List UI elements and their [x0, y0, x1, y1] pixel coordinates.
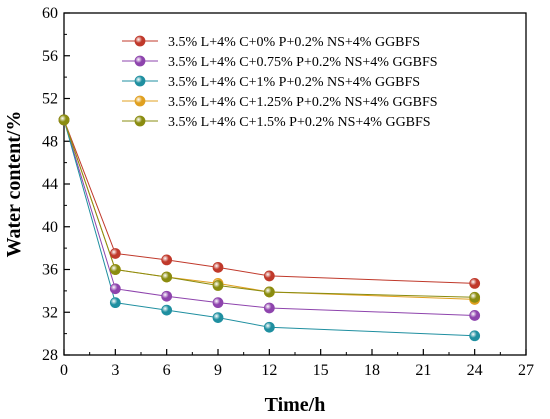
legend-marker [134, 115, 146, 127]
legend-marker [134, 75, 146, 87]
y-tick-label: 44 [42, 176, 58, 193]
y-tick-label: 60 [42, 5, 58, 22]
data-point [212, 297, 224, 309]
data-point [109, 248, 121, 259]
y-tick-label: 32 [42, 304, 58, 321]
series-line [63, 119, 475, 316]
legend-label: 3.5% L+4% C+0% P+0.2% NS+4% GGBFS [168, 35, 420, 50]
series-line [63, 119, 475, 337]
series-line [63, 119, 475, 298]
x-tick-label: 27 [518, 362, 534, 379]
data-point [109, 283, 121, 295]
data-point [58, 114, 70, 126]
data-point [469, 330, 481, 342]
data-point [212, 261, 224, 273]
y-tick-label: 56 [42, 48, 58, 65]
legend-label: 3.5% L+4% C+1.5% P+0.2% NS+4% GGBFS [168, 115, 431, 130]
data-point [469, 291, 481, 303]
data-point [109, 264, 121, 275]
data-point [469, 310, 481, 321]
data-point [263, 270, 275, 282]
series-layer [58, 114, 481, 342]
y-tick-label: 40 [42, 219, 58, 236]
legend-label: 3.5% L+4% C+0.75% P+0.2% NS+4% GGBFS [168, 55, 438, 70]
data-point [161, 254, 173, 266]
y-tick-label: 48 [42, 133, 58, 150]
legend-marker [134, 95, 146, 107]
legend-marker [134, 35, 146, 47]
x-tick-label: 9 [214, 362, 222, 379]
x-tick-label: 3 [111, 362, 119, 379]
x-tick-label: 24 [467, 362, 483, 379]
data-point [161, 290, 173, 302]
y-tick-label: 52 [42, 91, 58, 108]
series-line [63, 119, 475, 284]
legend-label: 3.5% L+4% C+1.25% P+0.2% NS+4% GGBFS [168, 95, 438, 110]
x-tick-label: 12 [261, 362, 277, 379]
x-tick-label: 21 [415, 362, 431, 379]
y-tick-label: 28 [42, 347, 58, 364]
data-point [212, 280, 224, 291]
data-point [161, 304, 173, 316]
x-tick-label: 6 [163, 362, 171, 379]
y-axis-title: Water content/% [3, 111, 25, 258]
y-tick-label: 36 [42, 262, 58, 279]
data-point [212, 312, 224, 323]
legend-label: 3.5% L+4% C+1% P+0.2% NS+4% GGBFS [168, 75, 420, 90]
data-point [109, 297, 121, 309]
data-point [469, 277, 481, 289]
legend-marker [134, 55, 146, 67]
x-axis-title: Time/h [265, 394, 326, 416]
data-point [263, 286, 275, 298]
x-tick-label: 15 [313, 362, 329, 379]
legend: 3.5% L+4% C+0% P+0.2% NS+4% GGBFS 3.5% L+… [122, 35, 438, 130]
data-point [161, 271, 173, 283]
data-point [263, 321, 275, 333]
x-tick-label: 18 [364, 362, 380, 379]
data-point [263, 302, 275, 314]
x-tick-label: 0 [60, 362, 68, 379]
